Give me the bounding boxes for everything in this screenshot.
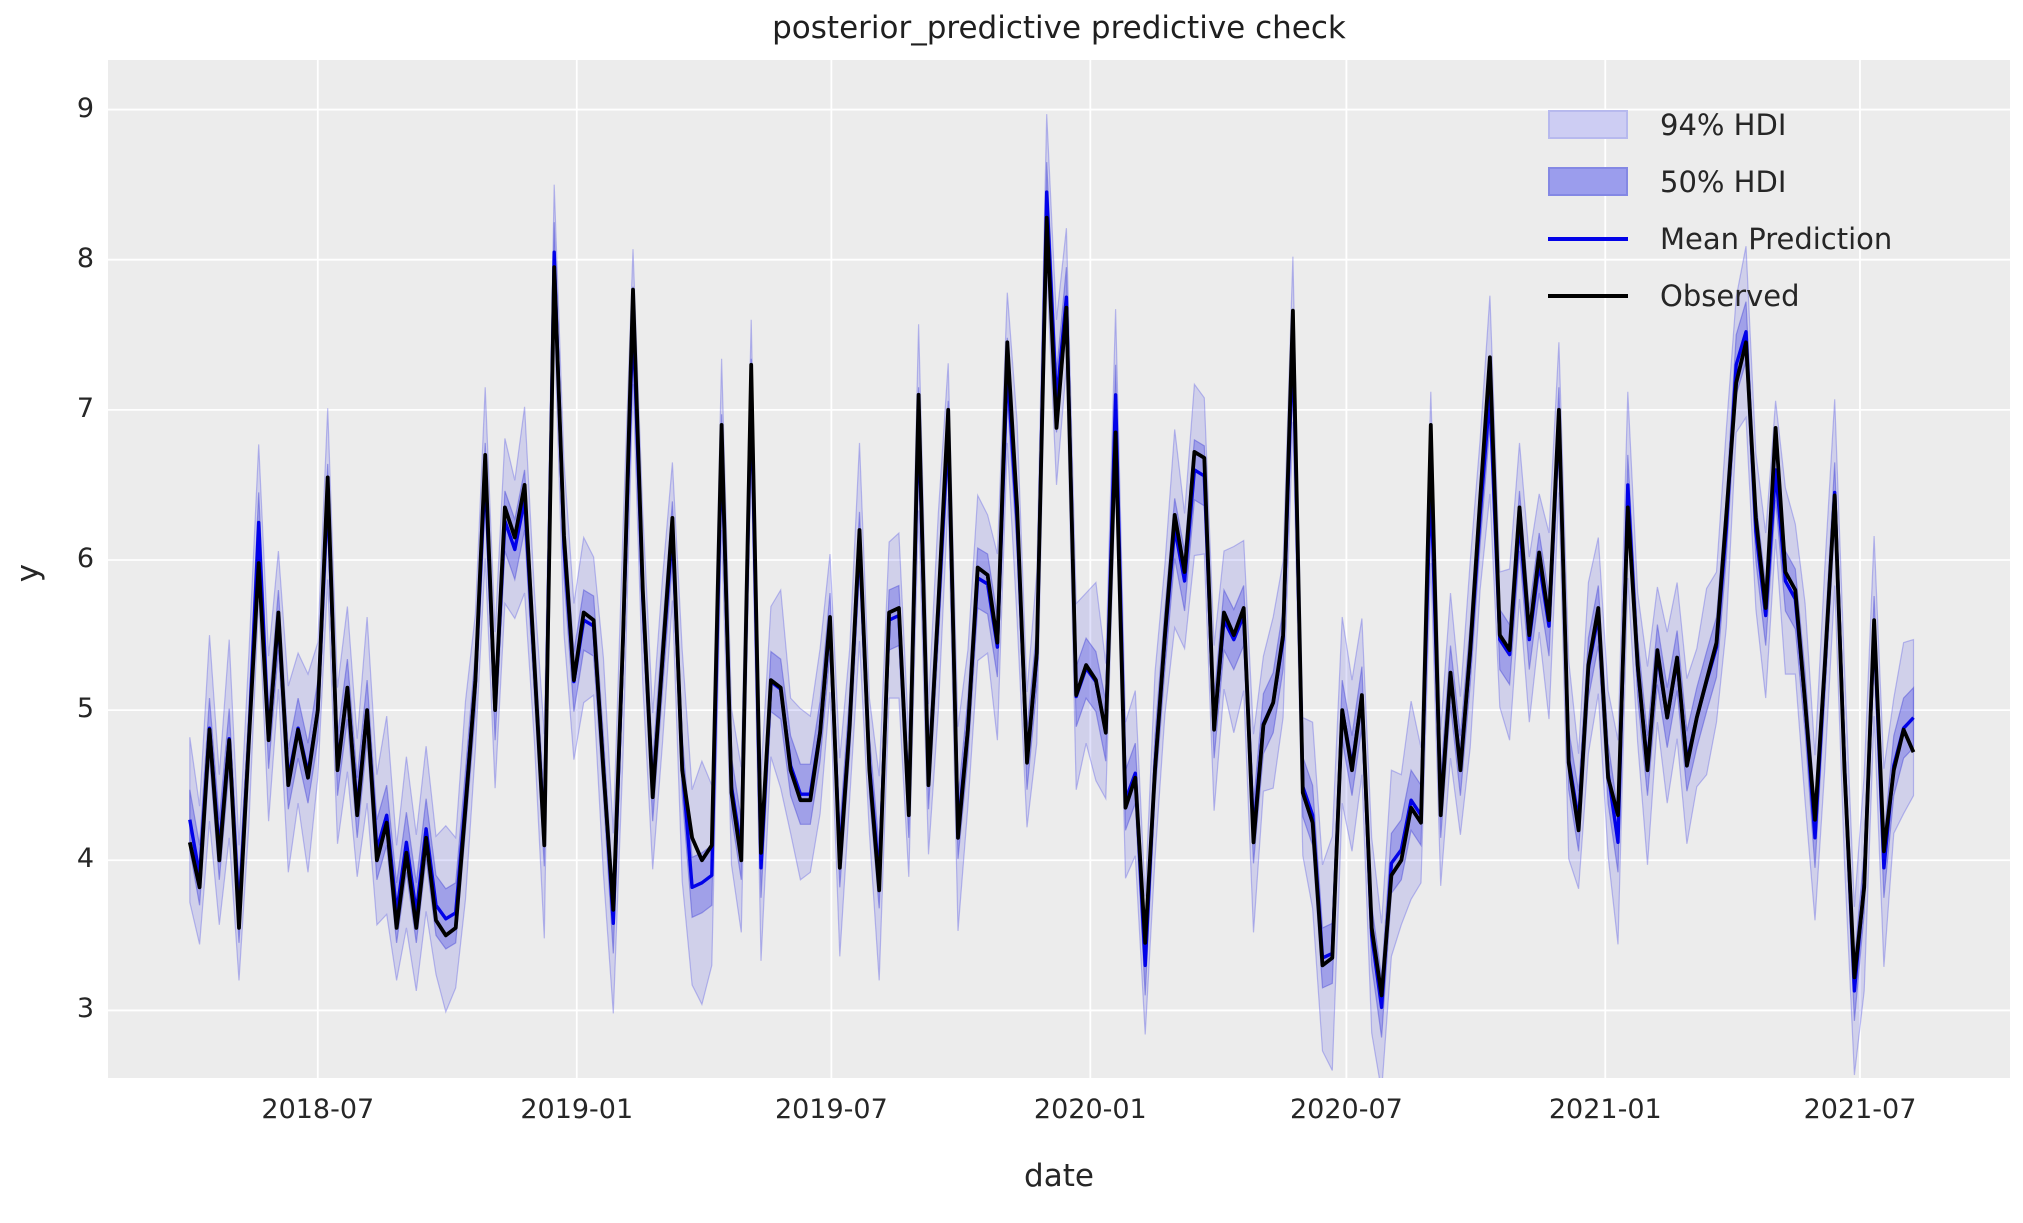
legend-item-observed: Observed [1548, 267, 1892, 324]
observed-line-swatch [1548, 293, 1628, 298]
x-tick-label: 2020-07 [1290, 1094, 1403, 1125]
observed-line [187, 215, 1916, 998]
legend-item-50-hdi: 50% HDI [1548, 153, 1892, 210]
y-tick-label: 4 [76, 843, 94, 875]
x-tick-label: 2019-07 [774, 1094, 888, 1125]
y-tick-label: 6 [76, 542, 94, 574]
y-tick-label: 9 [76, 92, 94, 124]
page-title: posterior_predictive predictive check [772, 10, 1346, 46]
x-tick-label: 2020-01 [1033, 1094, 1147, 1125]
x-tick-label: 2021-01 [1548, 1094, 1662, 1125]
mean-line-swatch [1548, 236, 1628, 241]
axes-background [108, 60, 2010, 1078]
legend-label: Mean Prediction [1660, 221, 1893, 256]
x-tick-label: 2019-01 [520, 1094, 634, 1125]
legend-label: 94% HDI [1660, 107, 1787, 142]
legend-item-mean-prediction: Mean Prediction [1548, 210, 1892, 267]
y-tick-label: 7 [76, 392, 94, 424]
legend-label: Observed [1660, 278, 1800, 313]
hdi50-swatch [1548, 167, 1628, 196]
legend-label: 50% HDI [1660, 164, 1787, 199]
hdi94-swatch [1548, 110, 1628, 139]
y-tick-label: 8 [76, 242, 94, 274]
x-axis-label: date [1024, 1158, 1094, 1194]
x-tick-label: 2021-07 [1803, 1094, 1917, 1125]
x-tick-label: 2018-07 [261, 1094, 375, 1125]
y-tick-label: 5 [76, 693, 94, 725]
legend-item-94-hdi: 94% HDI [1548, 96, 1892, 153]
legend: 94% HDI 50% HDI Mean Prediction Observed [1548, 96, 1892, 324]
y-tick-label: 3 [76, 993, 94, 1025]
